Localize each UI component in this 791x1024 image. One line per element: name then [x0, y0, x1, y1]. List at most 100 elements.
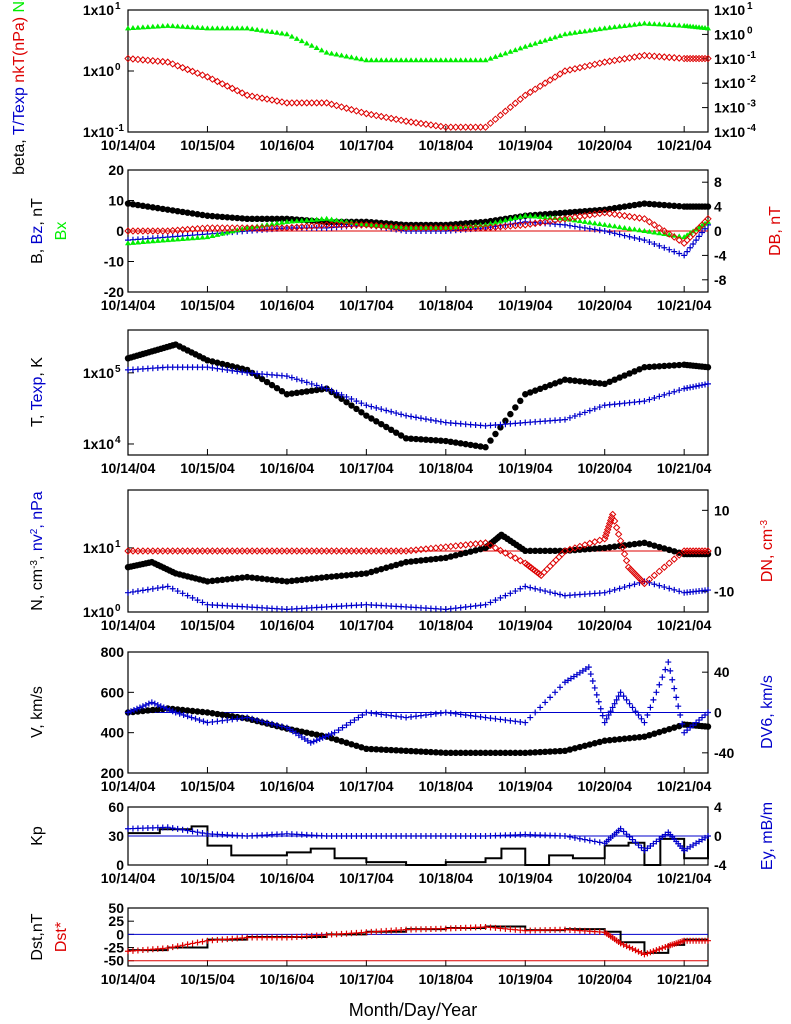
series-dn-point — [149, 547, 157, 555]
series-nkt-point — [402, 117, 410, 125]
series-n-point — [447, 553, 454, 560]
series-nanp-point — [557, 32, 564, 38]
series-dv6-point — [264, 719, 271, 726]
series-v-point — [179, 706, 186, 714]
series-texp-point — [358, 400, 365, 407]
x-tick-label: 10/14/04 — [101, 971, 156, 987]
series-nanp-point — [427, 57, 434, 63]
panel-2-left-axis-label: T, Texp, K — [29, 357, 46, 427]
series-bx-point — [293, 218, 300, 224]
series-dst-point — [629, 945, 636, 952]
series-t-point — [661, 362, 668, 370]
series-texp-point — [661, 391, 668, 398]
series-b-point — [621, 203, 628, 210]
series-dv6-point — [653, 689, 660, 696]
series-nanp-point — [323, 49, 330, 55]
panel-6-left-axis-label: Dst,nT — [29, 913, 46, 960]
series-v-point — [512, 749, 519, 757]
series-dn-point — [178, 547, 187, 555]
series-t-point — [675, 361, 683, 369]
series-texp-point — [229, 367, 236, 374]
series-b-point — [541, 211, 549, 218]
series-dn-point — [601, 532, 610, 540]
series-db-point — [476, 224, 485, 232]
series-bx-point — [234, 227, 241, 233]
series-bx-point — [507, 216, 514, 222]
series-dn-point — [322, 547, 331, 555]
series-dv6-point — [656, 681, 663, 688]
series-ey-point — [581, 836, 588, 843]
series-dv6-point — [532, 709, 539, 716]
series-bx-point — [254, 223, 261, 229]
series-n-point — [646, 541, 653, 548]
series-dv6-point — [383, 712, 390, 719]
series-nkt-point — [397, 116, 405, 125]
series-db-point — [129, 227, 137, 235]
series-nkt-point — [486, 119, 495, 127]
series-db-point — [337, 221, 346, 229]
y-tick-exponent: 4 — [115, 435, 121, 446]
x-tick-label: 10/21/04 — [657, 778, 712, 794]
series-dn-point — [680, 547, 688, 555]
series-nkt-point — [168, 60, 177, 68]
series-t-point — [492, 430, 499, 438]
series-n-point — [387, 563, 395, 570]
series-bx-point — [244, 224, 251, 230]
series-b-point — [253, 215, 261, 222]
series-nanp-point — [527, 42, 534, 48]
series-n-point — [338, 572, 345, 579]
series-bz-point — [656, 242, 663, 249]
series-dst-point — [164, 945, 171, 952]
series-ey-point — [623, 831, 630, 838]
series-nanp-point — [432, 57, 439, 63]
series-n-point — [591, 545, 598, 552]
series-nanp-point — [134, 24, 141, 30]
series-dn-point — [382, 547, 390, 555]
series-dn-point — [686, 547, 694, 555]
series-nv2-point — [512, 588, 519, 595]
series-n-point — [611, 543, 618, 550]
series-b-point — [219, 213, 226, 221]
series-b-point — [675, 203, 683, 210]
series-dn-point — [139, 547, 147, 555]
panel-2-frame — [127, 329, 709, 456]
x-tick-label: 10/15/04 — [180, 297, 235, 313]
x-tick-label: 10/14/04 — [101, 137, 156, 153]
series-texp-point — [348, 396, 355, 403]
series-dn-point — [392, 547, 400, 555]
series-b-point — [199, 211, 206, 219]
series-nanp-point — [636, 21, 643, 27]
right-tick-label: 0 — [714, 705, 722, 721]
series-n-point — [671, 548, 678, 555]
series-db-point — [357, 221, 366, 229]
series-bx-point — [646, 228, 653, 234]
series-texp-point — [288, 374, 295, 381]
series-dv6-point — [605, 712, 612, 719]
series-t-point — [576, 378, 584, 385]
series-t-point — [412, 435, 420, 443]
series-dv6-point — [587, 671, 594, 678]
series-db-point — [159, 227, 167, 235]
x-tick-label: 10/17/04 — [339, 971, 394, 987]
series-dv6-point — [457, 711, 464, 718]
series-nkt-point — [263, 95, 271, 103]
series-dn-point — [481, 539, 490, 547]
series-nkt-point — [506, 103, 515, 111]
panel-1-left-axis-label-2-part: Bx — [53, 222, 70, 241]
series-bx-point — [338, 218, 345, 224]
series-dn-point — [486, 541, 495, 550]
series-dv6-point — [669, 676, 676, 683]
series-nv2-point — [661, 584, 668, 591]
series-nanp-point — [398, 57, 405, 63]
series-t-point — [472, 442, 479, 449]
series-nanp-point — [522, 43, 529, 49]
series-t-point — [209, 358, 216, 365]
x-axis-title: Month/Day/Year — [349, 1000, 477, 1020]
series-v-point — [149, 706, 157, 714]
series-v-point — [656, 728, 663, 736]
series-texp-point — [581, 409, 588, 416]
series-texp-point — [333, 389, 340, 396]
series-nkt-point — [357, 108, 366, 117]
series-nkt-point — [546, 76, 554, 84]
series-nanp-point — [537, 39, 544, 45]
